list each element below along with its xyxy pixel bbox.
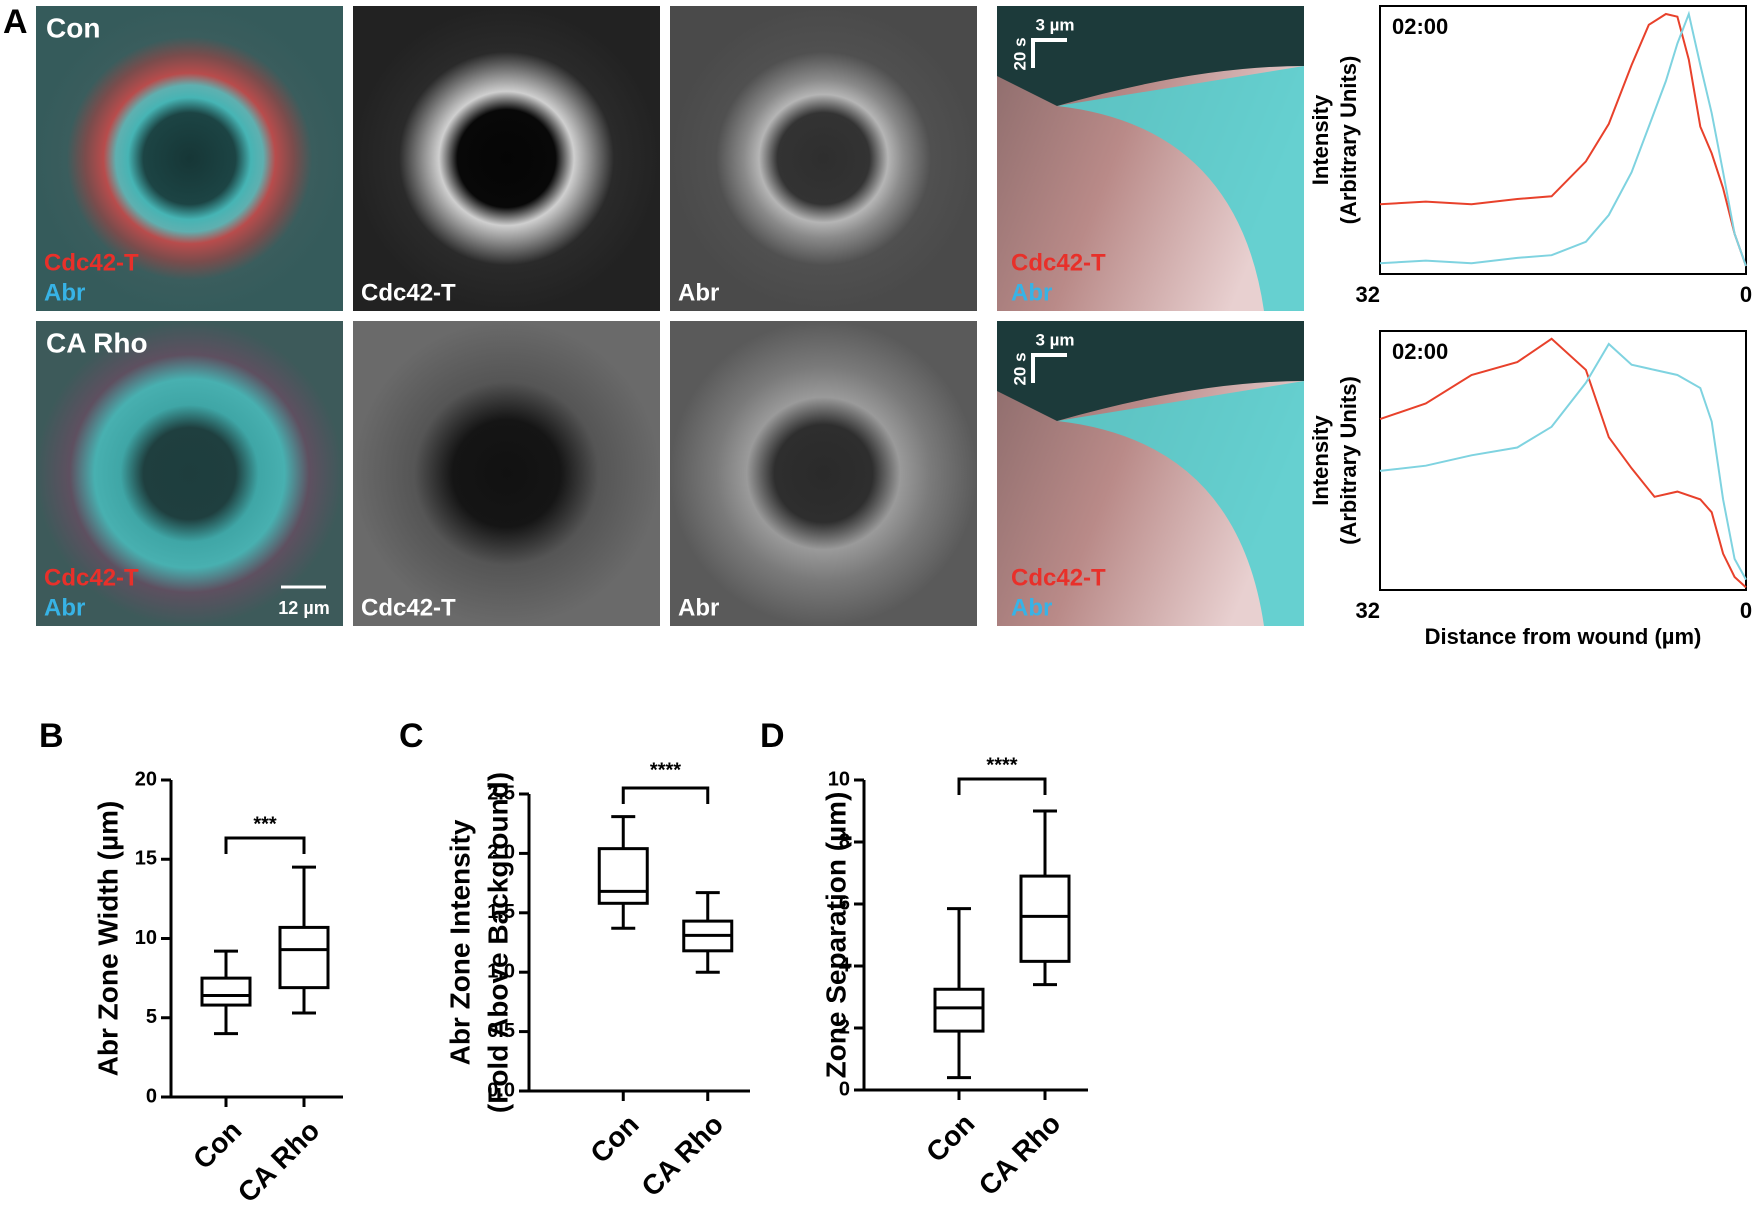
channel-label: Abr [1011,279,1052,306]
box [200,976,252,1007]
y-axis-label: (Arbitrary Units) [1336,376,1361,545]
panel-letter: C [399,717,424,755]
profile-line [1379,12,1747,267]
micrograph [670,321,977,626]
micrograph [36,6,343,311]
y-axis-label: Abr Zone Width (µm) [92,801,123,1077]
channel-label: Abr [1011,594,1052,621]
panel-letter: A [3,3,28,41]
y-tick-label: 1.5 [487,901,515,923]
y-tick-label: 2 [839,1016,850,1038]
profile-line [1379,337,1747,589]
scale-label: 3 µm [1035,15,1074,34]
channel-label: Cdc42-T [361,279,456,306]
profile-line [1379,10,1747,267]
box [933,987,985,1033]
annotation: 02:00 [1392,14,1448,39]
micrograph [36,321,343,626]
kymograph-cyan [1057,66,1304,311]
x-tick-label: 0 [1740,282,1752,307]
annotation: 02:00 [1392,339,1448,364]
y-tick-label: 4 [839,954,851,976]
box [1019,874,1071,963]
significance-label: *** [253,813,277,835]
x-tick-label: Con [584,1109,644,1169]
channel-label: Abr [44,279,85,306]
y-tick-label: 8 [839,830,850,852]
condition-label: CA Rho [46,327,148,358]
significance-label: **** [986,754,1017,776]
channel-label: Cdc42-T [44,564,139,591]
y-axis-label: (Fold Above Background) [482,772,513,1113]
micrograph [353,6,660,311]
channel-label: Abr [678,594,719,621]
y-axis-label: Abr Zone Intensity [444,819,475,1065]
y-axis-label: Intensity [1308,415,1333,506]
y-axis-label: (Arbitrary Units) [1336,56,1361,225]
channel-label: Cdc42-T [1011,564,1106,591]
significance-bracket [957,777,1047,795]
panel-letter: B [39,717,64,755]
micrograph [670,6,977,311]
y-tick-label: 10 [135,927,157,949]
y-tick-label: 0 [146,1085,157,1107]
channel-label: Cdc42-T [361,594,456,621]
x-tick-label: CA Rho [635,1109,729,1203]
channel-label: Abr [44,594,85,621]
y-tick-label: 2.5 [487,782,515,804]
x-tick-label: CA Rho [232,1115,326,1209]
plot-frame [1379,5,1747,275]
x-tick-label: Con [187,1115,247,1175]
channel-label: Abr [678,279,719,306]
significance-label: **** [650,759,681,781]
micrograph [353,321,660,626]
kymograph-dark [997,321,1304,421]
x-tick-label: Con [920,1108,980,1168]
scale-label: 20 s [1010,352,1029,385]
x-tick-label: 32 [1356,282,1380,307]
box [597,847,649,905]
kymograph-cyan [1057,381,1304,626]
y-axis-label: Intensity [1308,94,1333,185]
y-tick-label: 15 [135,848,157,870]
box [278,925,330,990]
x-tick-label: CA Rho [973,1108,1067,1202]
scale-bar [1031,353,1067,383]
scale-bar [1031,38,1067,68]
y-tick-label: 0.0 [487,1079,515,1101]
scale-label: 3 µm [1035,330,1074,349]
x-axis-label: Distance from wound (µm) [1425,624,1702,649]
kymograph-dark [997,6,1304,106]
scale-label: 20 s [1010,37,1029,70]
y-axis-label: Zone Separation (µm) [820,792,851,1079]
profile-line [1379,342,1747,581]
x-tick-label: 0 [1740,598,1752,623]
y-tick-label: 6 [839,892,850,914]
significance-bracket [224,836,306,854]
y-tick-label: 0.5 [487,1020,515,1042]
y-tick-label: 1.0 [487,960,515,982]
significance-bracket [621,786,710,804]
y-tick-label: 2.0 [487,842,515,864]
scale-label: 12 µm [278,598,329,618]
channel-label: Cdc42-T [1011,249,1106,276]
y-tick-label: 10 [828,768,850,790]
channel-label: Cdc42-T [44,249,139,276]
panel-letter: D [760,717,785,755]
condition-label: Con [46,12,100,43]
y-tick-label: 0 [839,1078,850,1100]
x-tick-label: 32 [1356,598,1380,623]
plot-frame [1379,330,1747,591]
y-tick-label: 5 [146,1006,157,1028]
y-tick-label: 20 [135,768,157,790]
